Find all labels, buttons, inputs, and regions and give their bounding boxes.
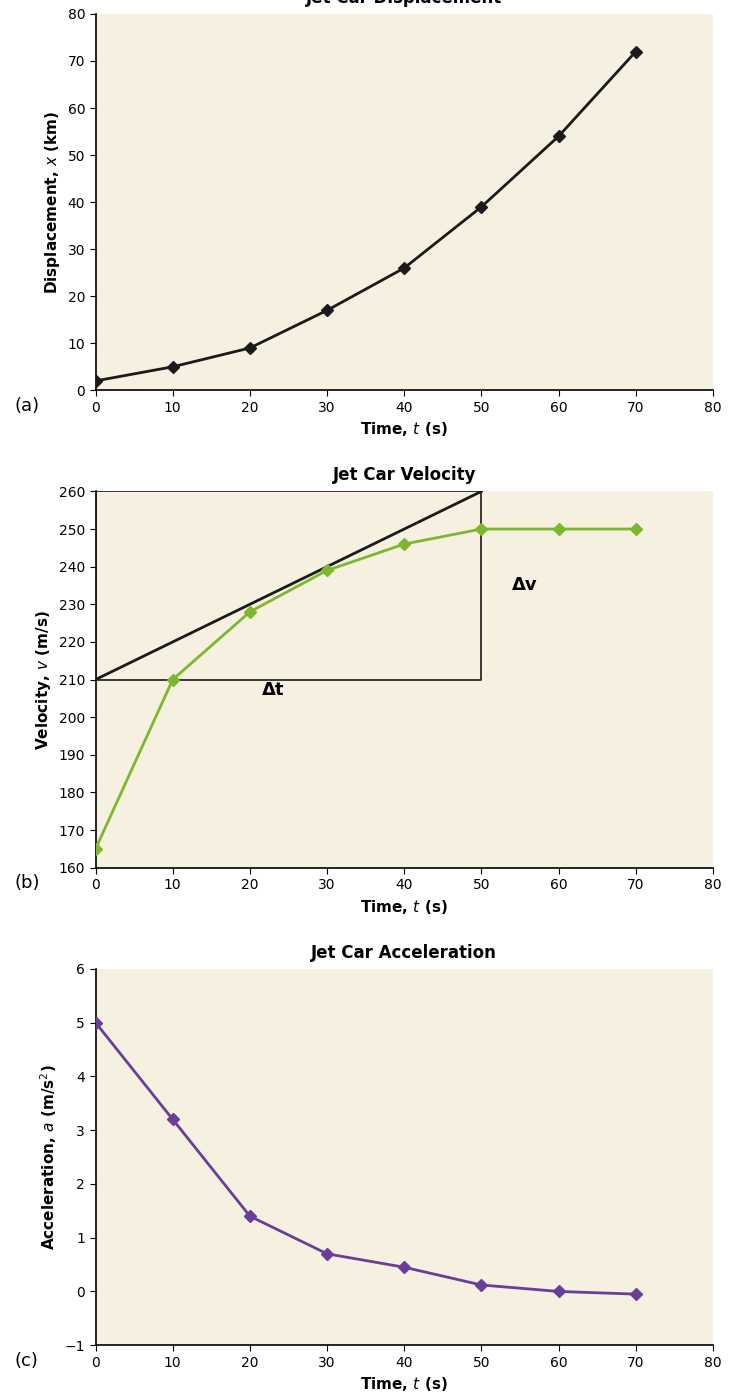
Title: Jet Car Displacement: Jet Car Displacement (306, 0, 503, 7)
X-axis label: Time, $t$ (s): Time, $t$ (s) (360, 421, 448, 438)
X-axis label: Time, $t$ (s): Time, $t$ (s) (360, 1376, 448, 1393)
Y-axis label: Acceleration, $a$ (m/s$^2$): Acceleration, $a$ (m/s$^2$) (38, 1064, 59, 1250)
Title: Jet Car Acceleration: Jet Car Acceleration (312, 944, 497, 962)
Y-axis label: Velocity, $v$ (m/s): Velocity, $v$ (m/s) (34, 609, 53, 750)
Text: (a): (a) (15, 397, 40, 415)
Text: (b): (b) (15, 874, 40, 892)
Y-axis label: Displacement, $x$ (km): Displacement, $x$ (km) (43, 110, 62, 294)
X-axis label: Time, $t$ (s): Time, $t$ (s) (360, 898, 448, 916)
Text: Δt: Δt (262, 680, 284, 698)
Text: (c): (c) (15, 1352, 38, 1369)
Title: Jet Car Velocity: Jet Car Velocity (332, 466, 476, 484)
Text: Δv: Δv (512, 577, 538, 594)
